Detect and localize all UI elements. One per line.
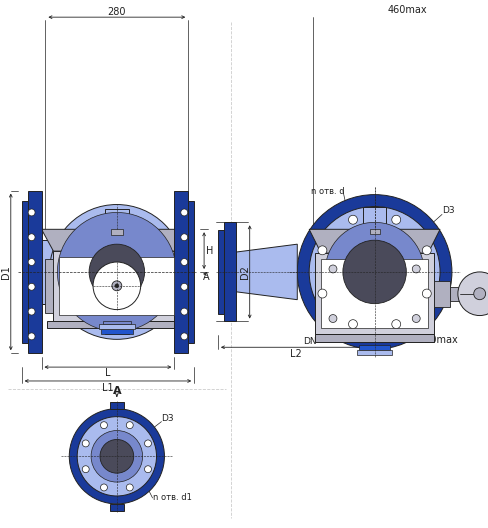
Circle shape <box>144 466 151 473</box>
Circle shape <box>126 484 133 491</box>
Circle shape <box>181 259 187 266</box>
Circle shape <box>348 215 357 224</box>
Bar <box>174 191 188 353</box>
Circle shape <box>317 289 326 298</box>
Bar <box>362 206 386 342</box>
Bar <box>369 229 379 234</box>
Circle shape <box>100 439 133 473</box>
Text: DN: DN <box>303 337 316 346</box>
Circle shape <box>391 319 400 328</box>
Circle shape <box>28 234 35 241</box>
Text: L1: L1 <box>102 383 114 393</box>
Circle shape <box>89 244 144 300</box>
Circle shape <box>181 333 187 340</box>
Bar <box>59 257 174 315</box>
Circle shape <box>82 440 89 447</box>
Circle shape <box>422 246 430 255</box>
Circle shape <box>457 272 488 316</box>
Circle shape <box>126 422 133 429</box>
Bar <box>101 329 132 334</box>
Circle shape <box>144 440 151 447</box>
Polygon shape <box>41 229 192 251</box>
Circle shape <box>181 209 187 216</box>
Bar <box>433 281 449 307</box>
Circle shape <box>115 284 119 288</box>
Polygon shape <box>308 229 439 253</box>
Circle shape <box>91 430 142 482</box>
Circle shape <box>77 417 156 496</box>
Circle shape <box>112 281 122 291</box>
Circle shape <box>325 222 423 322</box>
Text: H: H <box>206 246 213 256</box>
Text: D3: D3 <box>441 206 454 215</box>
Text: D2: D2 <box>239 265 249 279</box>
Bar <box>28 191 41 353</box>
Circle shape <box>297 195 451 349</box>
Circle shape <box>391 215 400 224</box>
Text: 460max: 460max <box>386 5 426 15</box>
Circle shape <box>57 212 176 332</box>
Circle shape <box>28 259 35 266</box>
Circle shape <box>328 315 336 323</box>
Circle shape <box>49 204 184 340</box>
Bar <box>21 201 28 343</box>
Bar <box>358 345 389 350</box>
Bar <box>41 240 57 304</box>
Circle shape <box>342 240 406 304</box>
Bar <box>111 229 122 235</box>
Circle shape <box>101 484 107 491</box>
Bar <box>99 325 134 329</box>
Bar <box>110 402 123 409</box>
Circle shape <box>411 265 419 273</box>
Circle shape <box>28 284 35 290</box>
Circle shape <box>28 209 35 216</box>
Text: n отв. d1: n отв. d1 <box>152 494 191 503</box>
Circle shape <box>348 319 357 328</box>
Circle shape <box>422 289 430 298</box>
Bar <box>449 287 459 300</box>
Bar <box>105 210 128 334</box>
Circle shape <box>28 308 35 315</box>
Bar <box>356 350 392 355</box>
Circle shape <box>181 234 187 241</box>
Circle shape <box>93 262 141 309</box>
Bar <box>224 222 235 322</box>
Circle shape <box>181 308 187 315</box>
Text: L2: L2 <box>290 349 302 359</box>
Text: L: L <box>105 368 110 378</box>
Text: 280: 280 <box>107 7 126 17</box>
Text: A: A <box>112 386 121 396</box>
Circle shape <box>181 284 187 290</box>
Bar <box>180 259 188 313</box>
Circle shape <box>308 206 439 337</box>
Circle shape <box>101 422 107 429</box>
Circle shape <box>328 265 336 273</box>
Circle shape <box>28 333 35 340</box>
Bar <box>103 320 130 325</box>
Bar <box>188 201 194 343</box>
Circle shape <box>317 246 326 255</box>
Text: D3: D3 <box>161 414 174 423</box>
Text: D1: D1 <box>1 265 11 279</box>
Bar <box>53 251 180 320</box>
Text: 320max: 320max <box>417 335 457 345</box>
Circle shape <box>473 288 485 300</box>
Bar <box>314 334 433 342</box>
Polygon shape <box>41 240 174 304</box>
Text: A: A <box>203 272 209 282</box>
Bar <box>45 259 53 313</box>
Bar <box>218 230 224 314</box>
Text: n отв. d: n отв. d <box>310 187 344 196</box>
Circle shape <box>411 315 419 323</box>
Bar <box>110 504 123 511</box>
Bar <box>156 240 174 304</box>
Polygon shape <box>235 244 297 300</box>
Bar <box>314 253 433 334</box>
Circle shape <box>69 409 164 504</box>
Bar <box>321 259 427 328</box>
Circle shape <box>82 466 89 473</box>
Bar <box>47 320 186 328</box>
